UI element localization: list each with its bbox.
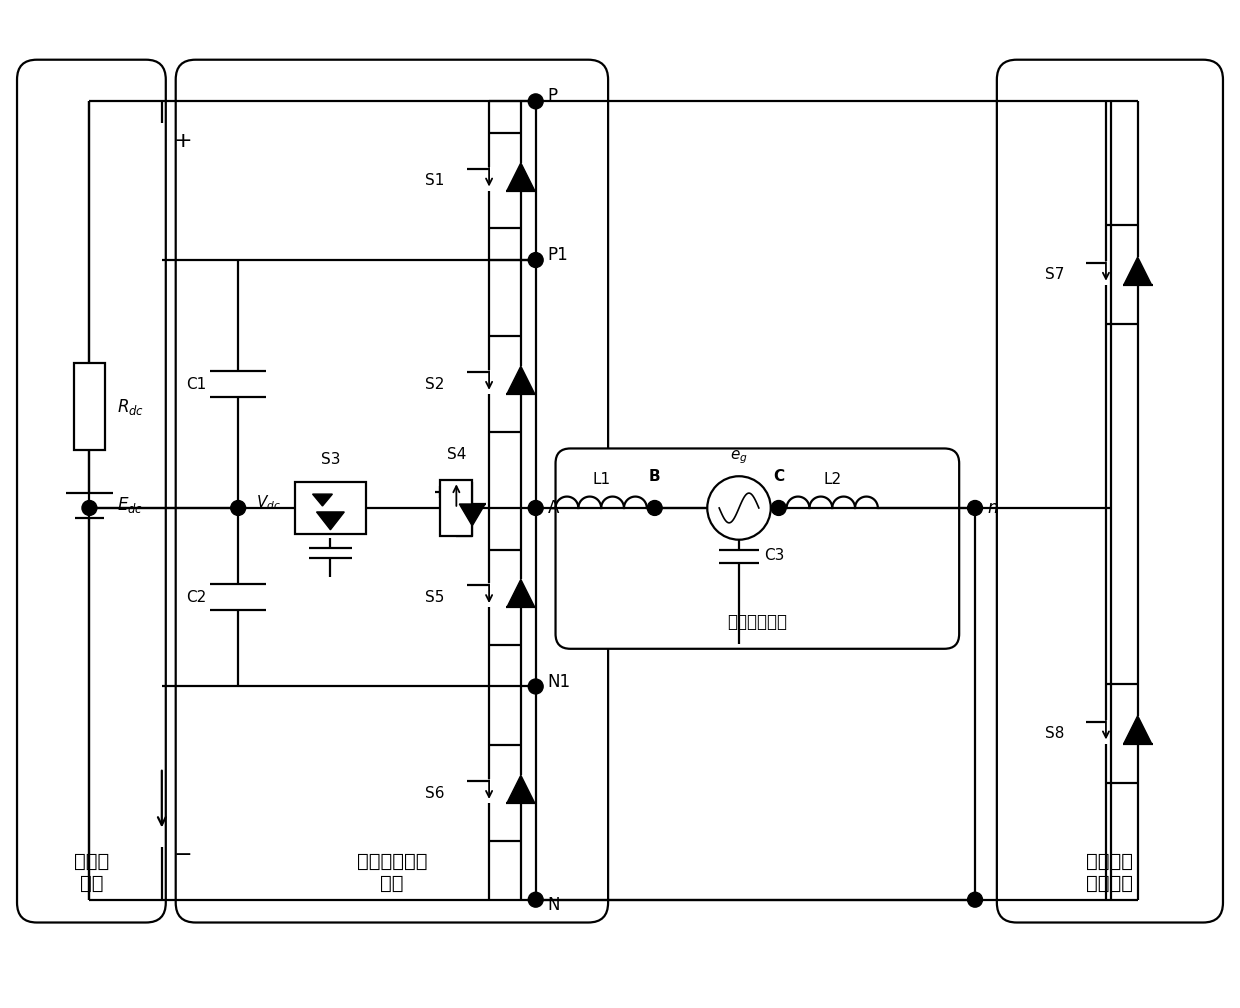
Polygon shape [1123, 257, 1152, 285]
Circle shape [528, 501, 543, 515]
Circle shape [707, 476, 771, 539]
Text: C1: C1 [186, 377, 206, 391]
FancyBboxPatch shape [176, 59, 608, 922]
Polygon shape [459, 504, 485, 526]
Text: n: n [987, 499, 997, 517]
Text: N1: N1 [548, 672, 570, 690]
Text: S2: S2 [425, 377, 444, 391]
Text: S7: S7 [1045, 267, 1064, 282]
Text: S5: S5 [425, 590, 444, 605]
Circle shape [82, 501, 97, 515]
Text: 高频电力电子
器件: 高频电力电子 器件 [357, 852, 427, 893]
Polygon shape [316, 512, 345, 530]
Text: S6: S6 [425, 785, 444, 800]
Circle shape [967, 501, 982, 515]
Text: $e_g$: $e_g$ [730, 449, 748, 467]
Circle shape [528, 679, 543, 694]
Bar [440, 480, 472, 535]
Text: L1: L1 [591, 472, 610, 487]
Circle shape [647, 501, 662, 515]
Text: $R_{dc}$: $R_{dc}$ [118, 397, 144, 417]
Circle shape [771, 501, 786, 515]
FancyBboxPatch shape [17, 59, 166, 922]
Circle shape [528, 94, 543, 109]
Text: C: C [773, 469, 784, 484]
Text: P: P [548, 88, 558, 106]
Text: P1: P1 [548, 246, 568, 264]
Text: C3: C3 [764, 548, 784, 563]
FancyBboxPatch shape [997, 59, 1223, 922]
Text: C2: C2 [186, 590, 206, 605]
Text: $E_{dc}$: $E_{dc}$ [118, 496, 144, 515]
Circle shape [528, 892, 543, 907]
Text: S3: S3 [321, 453, 340, 468]
Polygon shape [507, 163, 534, 191]
Text: A: A [548, 499, 559, 517]
Text: 低频电力
电子器件: 低频电力 电子器件 [1086, 852, 1133, 893]
Text: 滤波器和电网: 滤波器和电网 [728, 613, 787, 631]
Text: L2: L2 [823, 472, 841, 487]
Circle shape [528, 253, 543, 267]
Text: S4: S4 [446, 448, 466, 463]
Circle shape [967, 892, 982, 907]
Polygon shape [312, 494, 332, 506]
Bar [73, 363, 105, 451]
Text: N: N [548, 896, 560, 913]
Text: −: − [174, 845, 192, 865]
Polygon shape [507, 366, 534, 394]
Text: $V_{dc}$: $V_{dc}$ [255, 494, 281, 512]
FancyBboxPatch shape [556, 449, 960, 649]
Text: B: B [649, 469, 661, 484]
Bar [295, 482, 366, 534]
Polygon shape [507, 775, 534, 803]
Text: 可再生
能源: 可再生 能源 [74, 852, 109, 893]
Text: S8: S8 [1045, 726, 1064, 741]
Polygon shape [1123, 716, 1152, 744]
Text: +: + [174, 131, 192, 151]
Polygon shape [507, 580, 534, 607]
Circle shape [231, 501, 246, 515]
Text: S1: S1 [425, 173, 444, 188]
